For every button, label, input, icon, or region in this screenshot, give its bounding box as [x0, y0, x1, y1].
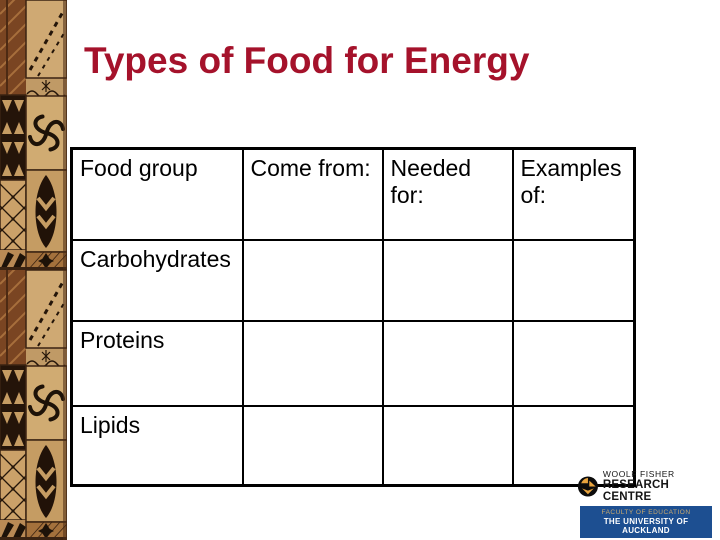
cell-proteins-needed-for — [381, 320, 514, 407]
university-band: FACULTY OF EDUCATION THE UNIVERSITY OF A… — [580, 506, 712, 539]
header-cell-food-group: Food group — [70, 147, 244, 241]
logo-org-line2: RESEARCH CENTRE — [602, 478, 669, 503]
cell-proteins-examples — [511, 320, 636, 407]
cell-carbohydrates-come-from — [241, 239, 384, 322]
university-label: THE UNIVERSITY OF AUCKLAND — [603, 517, 689, 536]
row-label-carbohydrates: Carbohydrates — [70, 239, 244, 322]
cell-proteins-come-from — [241, 320, 384, 407]
cell-carbohydrates-needed-for — [381, 239, 514, 322]
logo-org-line1: WOOLF FISHER — [602, 469, 675, 479]
tapa-cloth-border — [0, 0, 67, 540]
slide-title: Types of Food for Energy — [84, 40, 530, 81]
food-energy-table: Food group Come from: Needed for: Exampl… — [70, 147, 636, 487]
header-cell-examples-of: Examples of: — [511, 147, 636, 241]
table-row: Carbohydrates — [70, 239, 636, 322]
header-cell-come-from: Come from: — [241, 147, 384, 241]
cell-lipids-examples — [511, 405, 636, 487]
row-label-lipids: Lipids — [70, 405, 244, 487]
woolf-fisher-logo: WOOLF FISHER RESEARCH CENTRE FACULTY OF … — [577, 470, 715, 540]
table-row: Lipids — [70, 405, 636, 487]
table-header-row: Food group Come from: Needed for: Exampl… — [70, 147, 636, 241]
cell-carbohydrates-examples — [511, 239, 636, 322]
cell-lipids-needed-for — [381, 405, 514, 487]
row-label-proteins: Proteins — [70, 320, 244, 407]
header-cell-needed-for: Needed for: — [381, 147, 514, 241]
faculty-label: FACULTY OF EDUCATION — [601, 509, 691, 517]
table-row: Proteins — [70, 320, 636, 407]
cell-lipids-come-from — [241, 405, 384, 487]
woolf-fisher-emblem-icon — [577, 476, 598, 497]
